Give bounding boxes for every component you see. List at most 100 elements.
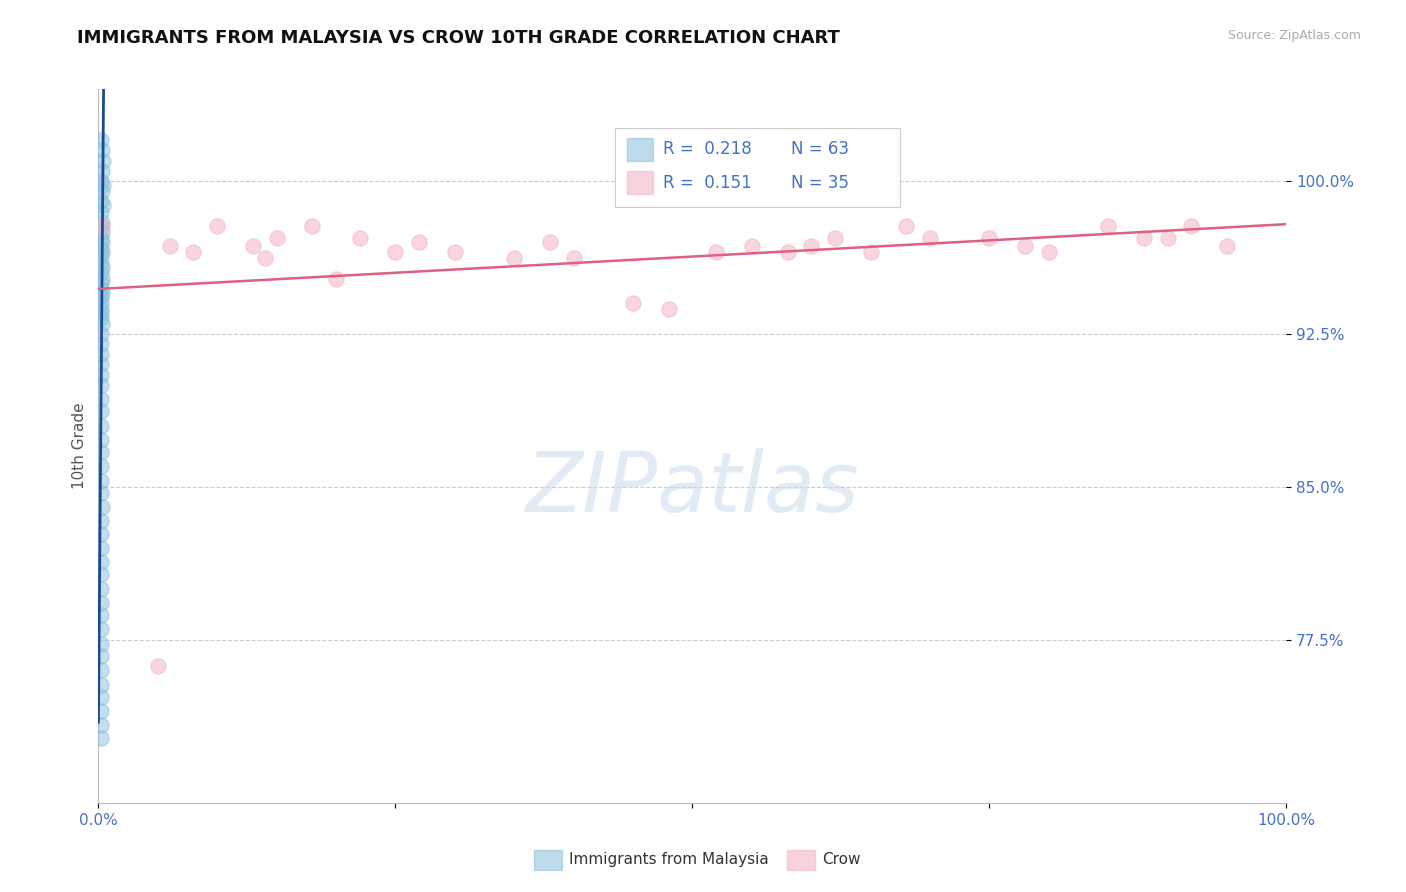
Point bbox=[90, 445, 112, 459]
Point bbox=[90, 582, 112, 596]
Point bbox=[207, 219, 229, 233]
Point bbox=[90, 290, 112, 304]
Point bbox=[90, 249, 112, 263]
Point bbox=[90, 133, 112, 147]
Point bbox=[90, 623, 112, 637]
Text: Immigrants from Malaysia: Immigrants from Malaysia bbox=[569, 853, 769, 867]
Point bbox=[800, 239, 823, 253]
Point bbox=[90, 204, 112, 219]
Point bbox=[90, 704, 112, 718]
Point bbox=[91, 178, 114, 192]
Point bbox=[1097, 219, 1119, 233]
Point bbox=[658, 302, 681, 317]
Point bbox=[920, 231, 942, 245]
Text: IMMIGRANTS FROM MALAYSIA VS CROW 10TH GRADE CORRELATION CHART: IMMIGRANTS FROM MALAYSIA VS CROW 10TH GR… bbox=[77, 29, 841, 46]
Point bbox=[90, 541, 112, 555]
Point bbox=[384, 245, 406, 260]
Point bbox=[1216, 239, 1239, 253]
Point bbox=[91, 184, 114, 198]
Point bbox=[91, 219, 114, 233]
Point bbox=[90, 663, 112, 677]
Point bbox=[90, 337, 112, 351]
Point bbox=[90, 347, 112, 361]
Point bbox=[704, 245, 727, 260]
Point bbox=[90, 194, 112, 209]
Point bbox=[91, 500, 114, 515]
Point bbox=[90, 296, 112, 310]
Point bbox=[90, 526, 112, 541]
Point bbox=[91, 225, 114, 239]
Point bbox=[90, 596, 112, 610]
Y-axis label: 10th Grade: 10th Grade bbox=[72, 402, 87, 490]
Point bbox=[896, 219, 918, 233]
Point bbox=[90, 637, 112, 651]
FancyBboxPatch shape bbox=[627, 171, 654, 194]
Point bbox=[741, 239, 763, 253]
Point bbox=[90, 486, 112, 500]
Point bbox=[90, 555, 112, 569]
Point bbox=[90, 433, 112, 447]
Point bbox=[90, 474, 112, 488]
Point bbox=[90, 231, 112, 245]
Point bbox=[444, 245, 467, 260]
Point bbox=[91, 153, 114, 168]
Point bbox=[90, 276, 112, 290]
Point bbox=[90, 306, 112, 320]
Point bbox=[91, 245, 114, 260]
Point bbox=[90, 358, 112, 372]
Point bbox=[824, 231, 846, 245]
Point bbox=[90, 690, 112, 704]
Point bbox=[90, 377, 112, 392]
Point bbox=[90, 241, 112, 255]
Point bbox=[90, 310, 112, 325]
Point bbox=[146, 659, 169, 673]
Point bbox=[91, 272, 114, 286]
Point bbox=[159, 239, 181, 253]
Point bbox=[91, 144, 114, 158]
Point bbox=[266, 231, 288, 245]
Point bbox=[242, 239, 264, 253]
Point bbox=[1180, 219, 1202, 233]
Point bbox=[183, 245, 205, 260]
Point bbox=[91, 163, 114, 178]
FancyBboxPatch shape bbox=[627, 137, 654, 161]
Point bbox=[1038, 245, 1060, 260]
Text: R =  0.151: R = 0.151 bbox=[662, 174, 751, 192]
Point bbox=[91, 317, 114, 331]
Point bbox=[1133, 231, 1156, 245]
Point bbox=[90, 174, 112, 188]
Point bbox=[90, 515, 112, 529]
Point bbox=[859, 245, 882, 260]
Point bbox=[349, 231, 371, 245]
Point bbox=[408, 235, 430, 249]
Point bbox=[1156, 231, 1178, 245]
Point bbox=[91, 235, 114, 249]
Point bbox=[253, 252, 276, 266]
Point bbox=[91, 215, 114, 229]
Point bbox=[90, 282, 112, 296]
Point bbox=[90, 326, 112, 341]
Point bbox=[90, 302, 112, 317]
FancyBboxPatch shape bbox=[616, 128, 900, 207]
Point bbox=[621, 296, 644, 310]
Point bbox=[90, 718, 112, 732]
Text: Crow: Crow bbox=[823, 853, 860, 867]
Point bbox=[562, 252, 585, 266]
Point bbox=[90, 459, 112, 474]
Point bbox=[538, 235, 561, 249]
Point bbox=[90, 731, 112, 745]
Point bbox=[90, 648, 112, 663]
Point bbox=[91, 198, 114, 212]
Text: Source: ZipAtlas.com: Source: ZipAtlas.com bbox=[1227, 29, 1361, 42]
Point bbox=[91, 286, 114, 301]
Text: ZIPatlas: ZIPatlas bbox=[526, 449, 859, 529]
Point bbox=[979, 231, 1001, 245]
Point bbox=[90, 677, 112, 691]
Point bbox=[776, 245, 799, 260]
Point bbox=[90, 266, 112, 280]
Point bbox=[90, 404, 112, 418]
Point bbox=[325, 272, 347, 286]
Point bbox=[90, 608, 112, 623]
Point bbox=[90, 392, 112, 406]
Point bbox=[90, 219, 112, 233]
